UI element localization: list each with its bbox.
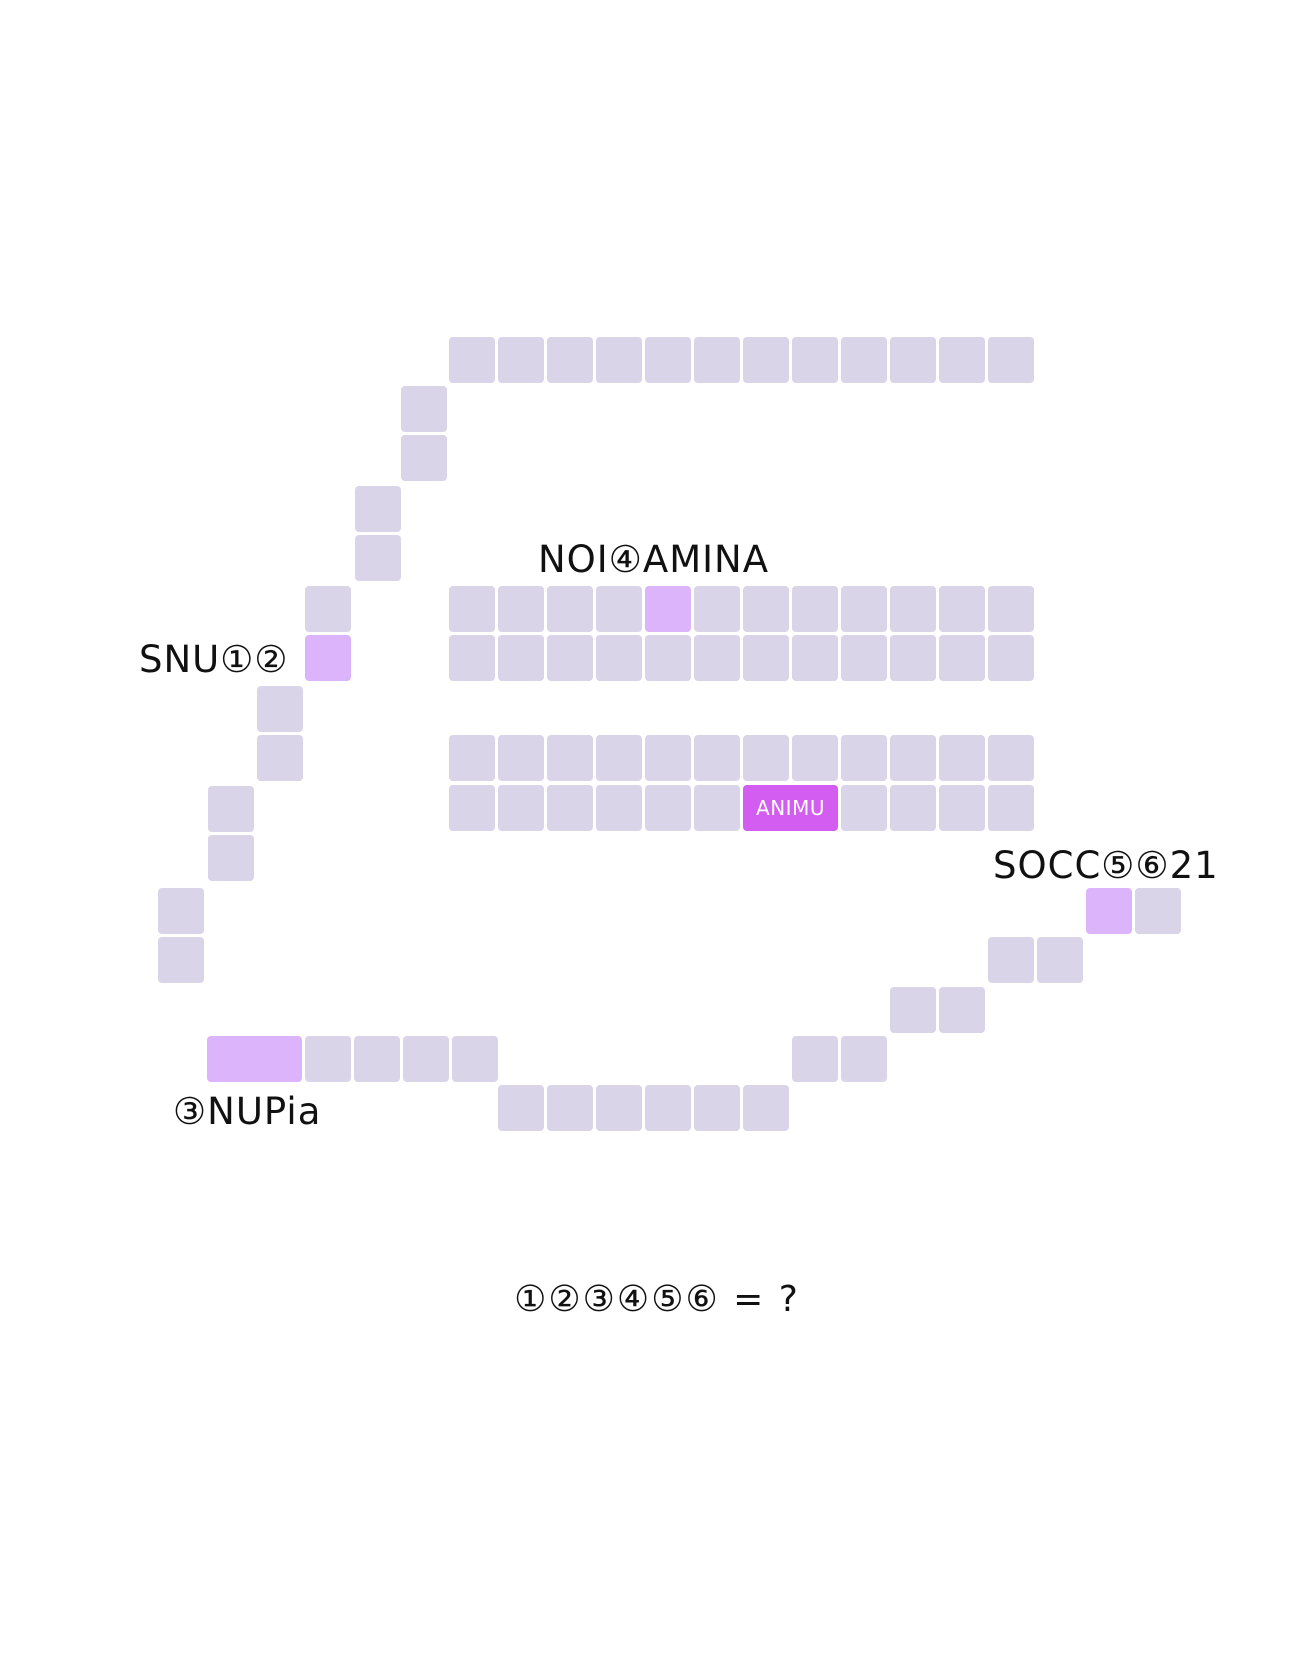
grid-cell[interactable] — [890, 785, 936, 831]
grid-cell[interactable] — [645, 735, 691, 781]
grid-cell[interactable] — [694, 735, 740, 781]
grid-cell[interactable] — [1135, 888, 1181, 934]
grid-cell[interactable] — [449, 785, 495, 831]
grid-cell-selected[interactable]: ANIMU — [743, 785, 838, 831]
grid-cell[interactable] — [355, 535, 401, 581]
grid-cell-highlight[interactable] — [207, 1036, 302, 1082]
grid-cell[interactable] — [841, 1036, 887, 1082]
grid-cell[interactable] — [743, 337, 789, 383]
grid-cell[interactable] — [841, 586, 887, 632]
grid-cell[interactable] — [792, 635, 838, 681]
grid-cell[interactable] — [939, 586, 985, 632]
grid-cell[interactable] — [257, 735, 303, 781]
grid-cell[interactable] — [547, 337, 593, 383]
grid-cell[interactable] — [1037, 937, 1083, 983]
grid-cell[interactable] — [355, 486, 401, 532]
grid-cell[interactable] — [401, 435, 447, 481]
grid-cell[interactable] — [547, 586, 593, 632]
grid-cell[interactable] — [988, 937, 1034, 983]
grid-cell[interactable] — [988, 735, 1034, 781]
grid-cell[interactable] — [792, 586, 838, 632]
grid-cell[interactable] — [939, 785, 985, 831]
grid-cell[interactable] — [939, 635, 985, 681]
grid-cell[interactable] — [452, 1036, 498, 1082]
grid-cell[interactable] — [792, 337, 838, 383]
grid-cell[interactable] — [498, 1085, 544, 1131]
grid-cell[interactable] — [792, 1036, 838, 1082]
grid-cell[interactable] — [743, 586, 789, 632]
grid-cell[interactable] — [498, 735, 544, 781]
grid-cell[interactable] — [939, 337, 985, 383]
grid-cell[interactable] — [988, 785, 1034, 831]
grid-cell[interactable] — [449, 337, 495, 383]
grid-cell[interactable] — [596, 635, 642, 681]
grid-cell[interactable] — [547, 785, 593, 831]
grid-cell[interactable] — [694, 337, 740, 383]
grid-cell-highlight[interactable] — [645, 586, 691, 632]
grid-cell[interactable] — [645, 1085, 691, 1131]
grid-cell[interactable] — [890, 635, 936, 681]
grid-cell[interactable] — [645, 337, 691, 383]
grid-cell[interactable] — [743, 635, 789, 681]
grid-cell-highlight[interactable] — [1086, 888, 1132, 934]
grid-cell[interactable] — [988, 586, 1034, 632]
clue-nupia: ③NUPia — [173, 1090, 322, 1133]
grid-cell[interactable] — [694, 1085, 740, 1131]
grid-cell[interactable] — [890, 987, 936, 1033]
grid-cell[interactable] — [890, 735, 936, 781]
grid-cell[interactable] — [841, 635, 887, 681]
equation-text: ①②③④⑤⑥ = ? — [514, 1279, 800, 1320]
grid-cell-highlight[interactable] — [305, 635, 351, 681]
grid-cell[interactable] — [208, 835, 254, 881]
grid-cell[interactable] — [257, 686, 303, 732]
grid-cell[interactable] — [305, 586, 351, 632]
grid-cell[interactable] — [596, 1085, 642, 1131]
clue-noitamina: NOI④AMINA — [538, 538, 770, 581]
grid-cell[interactable] — [792, 735, 838, 781]
grid-cell[interactable] — [743, 1085, 789, 1131]
grid-cell[interactable] — [596, 586, 642, 632]
grid-cell[interactable] — [645, 635, 691, 681]
grid-cell[interactable] — [645, 785, 691, 831]
grid-cell[interactable] — [694, 635, 740, 681]
grid-cell[interactable] — [841, 337, 887, 383]
grid-cell[interactable] — [208, 786, 254, 832]
grid-cell[interactable] — [596, 735, 642, 781]
grid-cell[interactable] — [890, 337, 936, 383]
grid-cell[interactable] — [449, 735, 495, 781]
grid-cell[interactable] — [694, 785, 740, 831]
grid-cell[interactable] — [498, 635, 544, 681]
grid-cell[interactable] — [449, 635, 495, 681]
grid-cell[interactable] — [841, 785, 887, 831]
grid-cell[interactable] — [354, 1036, 400, 1082]
grid-cell[interactable] — [743, 735, 789, 781]
grid-cell[interactable] — [988, 337, 1034, 383]
grid-cell[interactable] — [498, 586, 544, 632]
grid-cell[interactable] — [158, 888, 204, 934]
grid-cell[interactable] — [305, 1036, 351, 1082]
grid-cell[interactable] — [158, 937, 204, 983]
grid-cell[interactable] — [596, 785, 642, 831]
grid-cell[interactable] — [988, 635, 1034, 681]
grid-cell[interactable] — [596, 337, 642, 383]
grid-cell[interactable] — [547, 635, 593, 681]
grid-cell[interactable] — [498, 785, 544, 831]
grid-cell[interactable] — [939, 735, 985, 781]
grid-cell[interactable] — [401, 386, 447, 432]
grid-cell[interactable] — [890, 586, 936, 632]
grid-cell[interactable] — [547, 1085, 593, 1131]
grid-cell[interactable] — [403, 1036, 449, 1082]
grid-cell[interactable] — [841, 735, 887, 781]
grid-cell[interactable] — [547, 735, 593, 781]
grid-cell[interactable] — [939, 987, 985, 1033]
grid-cell[interactable] — [694, 586, 740, 632]
grid-cell[interactable] — [449, 586, 495, 632]
grid-cell[interactable] — [498, 337, 544, 383]
clue-snu: SNU①② — [139, 638, 289, 681]
clue-socc: SOCC⑤⑥21 — [993, 844, 1219, 887]
